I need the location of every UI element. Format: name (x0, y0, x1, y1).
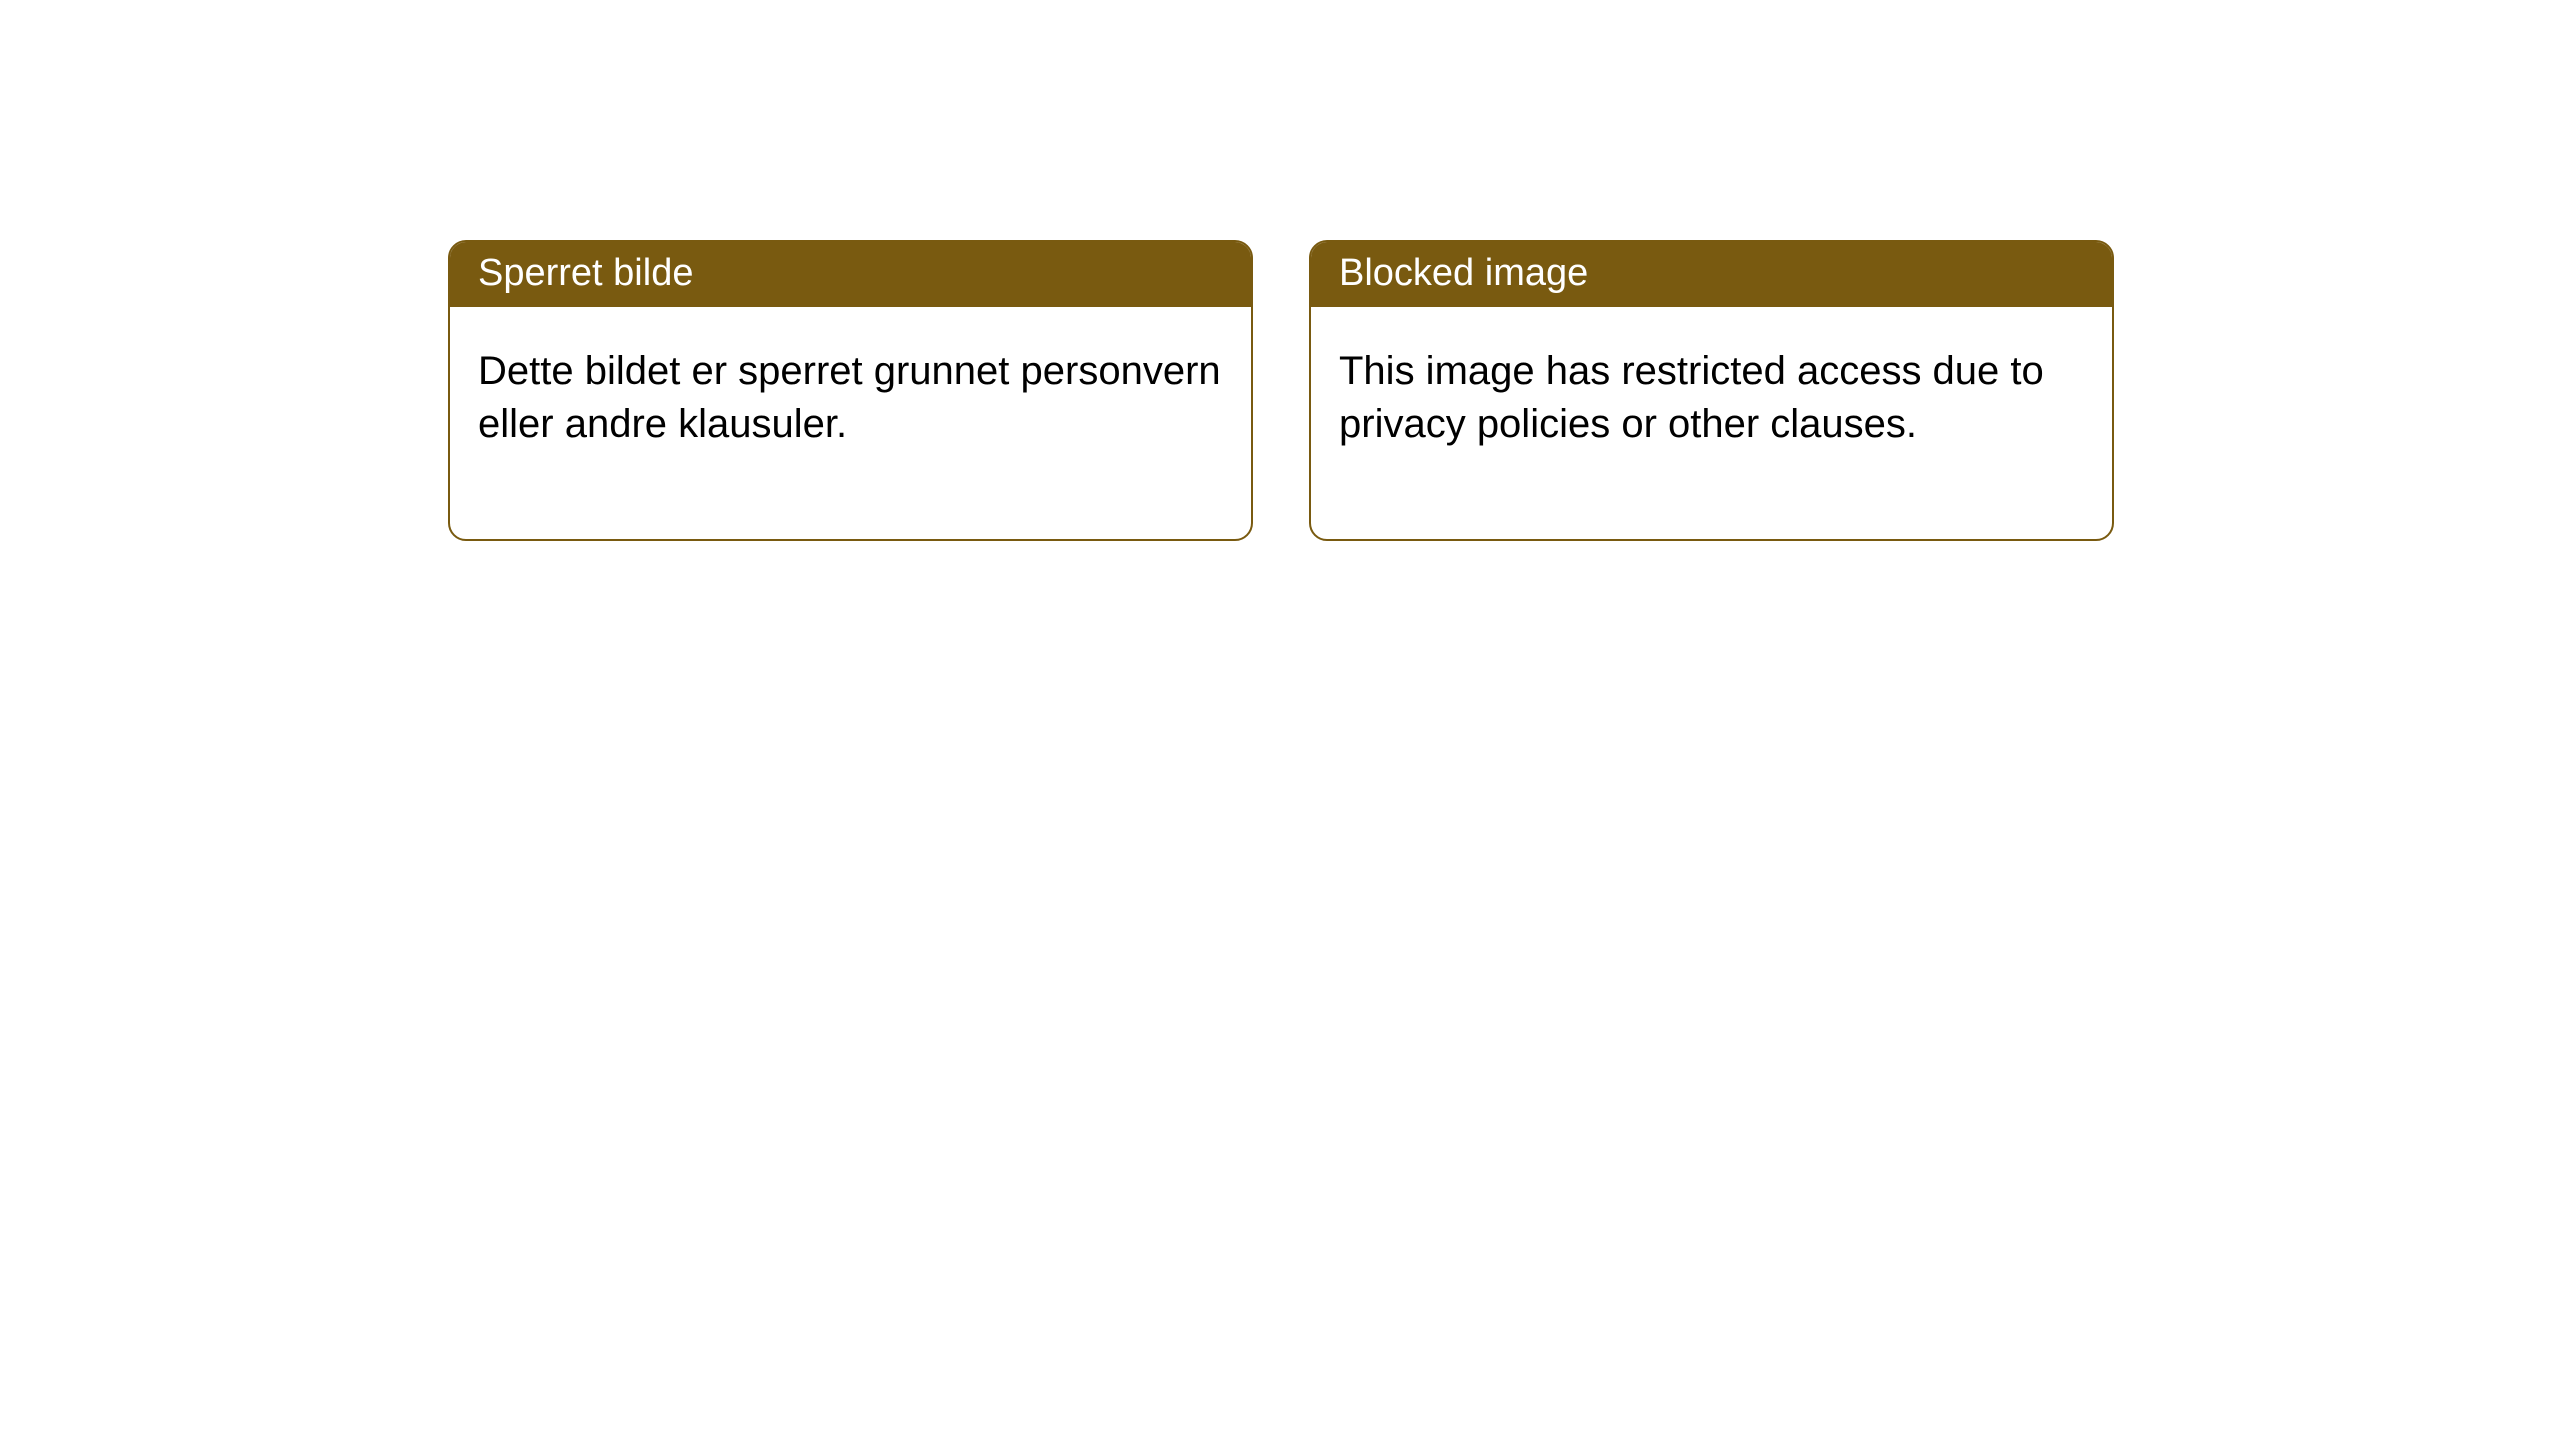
card-header-en: Blocked image (1311, 242, 2112, 307)
notice-container: Sperret bilde Dette bildet er sperret gr… (0, 0, 2560, 541)
card-title-en: Blocked image (1339, 252, 1588, 294)
blocked-image-card-no: Sperret bilde Dette bildet er sperret gr… (448, 240, 1253, 541)
card-body-en: This image has restricted access due to … (1311, 307, 2112, 539)
card-title-no: Sperret bilde (478, 252, 693, 294)
card-body-text-no: Dette bildet er sperret grunnet personve… (478, 349, 1221, 446)
blocked-image-card-en: Blocked image This image has restricted … (1309, 240, 2114, 541)
card-body-no: Dette bildet er sperret grunnet personve… (450, 307, 1251, 539)
card-header-no: Sperret bilde (450, 242, 1251, 307)
card-body-text-en: This image has restricted access due to … (1339, 349, 2044, 446)
